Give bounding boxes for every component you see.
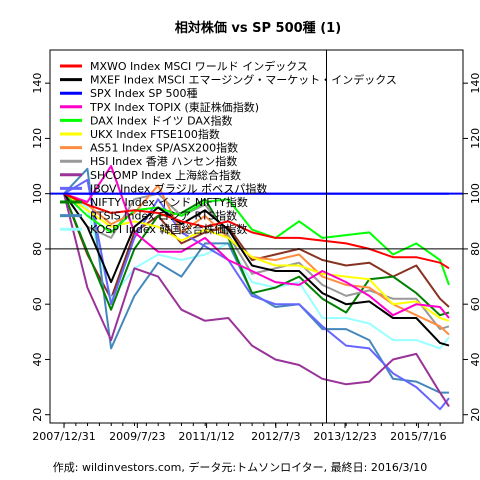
- series-line-12: [63, 192, 450, 350]
- series-line-0: [63, 192, 450, 270]
- series-line-13: [63, 193, 450, 308]
- legend-label-2: SPX Index SP 500種: [90, 86, 198, 100]
- x-tick-label-3: 2012/7/3: [251, 430, 300, 443]
- legend-label-12: KOSPI Index 韓国総合株価指数: [90, 222, 247, 236]
- series-line-8: [63, 193, 450, 407]
- x-tick-label-5: 2015/7/16: [390, 430, 446, 443]
- plot-area: [50, 50, 463, 423]
- y-left-tick-label-0: 20: [31, 408, 44, 422]
- legend-label-7: HSI Index 香港 ハンセン指数: [90, 154, 237, 168]
- x-axis: 2007/12/31 2009/7/23 2011/1/12 2012/7/3 2013…: [32, 423, 447, 443]
- footer-credit: 作成: wildinvestors.com, データ元:トムソンロイター, 最終…: [53, 460, 427, 474]
- y-left-tick-label-3: 80: [31, 242, 44, 256]
- y-left-tick-label-5: 120: [31, 128, 44, 149]
- legend-label-8: SHCOMP Index 上海総合指数: [90, 168, 241, 182]
- legend-label-4: DAX Index ドイツ DAX指数: [90, 113, 232, 127]
- y-left-tick-label-2: 60: [31, 297, 44, 311]
- y-right-tick-label-5: 120: [469, 128, 480, 149]
- y-right-tick-label-6: 140: [469, 73, 480, 94]
- y-axis-left: 20 40 60 80 100 120 140: [31, 73, 50, 422]
- legend-label-0: MXWO Index MSCI ワールド インデックス: [90, 59, 308, 73]
- series-line-7: [63, 192, 450, 331]
- y-left-tick-label-4: 100: [31, 183, 44, 204]
- plot-frame: [49, 49, 464, 424]
- y-right-tick-label-4: 100: [469, 183, 480, 204]
- x-tick-label-0: 2007/12/31: [32, 430, 95, 443]
- y-right-tick-label-0: 20: [469, 408, 480, 422]
- chart-title: 相対株価 vs SP 500種 (1): [175, 20, 341, 36]
- y-left-tick-label-6: 140: [31, 73, 44, 94]
- y-right-tick-label-2: 60: [469, 297, 480, 311]
- series-line-10: [63, 193, 450, 317]
- legend-label-5: UKX Index FTSE100指数: [90, 127, 220, 141]
- series-line-3: [63, 165, 450, 319]
- y-right-tick-label-3: 80: [469, 242, 480, 256]
- y-axis-right: 20 40 60 80 100 120 140: [463, 73, 480, 422]
- x-tick-label-2: 2011/1/12: [178, 430, 234, 443]
- legend-label-6: AS51 Index SP/ASX200指数: [90, 141, 238, 155]
- legend-label-9: IBOV Index ブラジル ボベスパ指数: [90, 181, 267, 195]
- x-tick-label-1: 2009/7/23: [109, 430, 165, 443]
- legend-label-3: TPX Index TOPIX (東証株価指数): [89, 100, 259, 114]
- legend-label-1: MXEF Index MSCI エマージング・マーケット・インデックス: [90, 73, 397, 87]
- legend-label-10: NIFTY Index インド NIFTY指数: [90, 195, 248, 209]
- y-left-tick-label-1: 40: [31, 352, 44, 366]
- legend-label-11: RTSIS Index ロシア RTS指数: [90, 209, 237, 223]
- x-tick-label-4: 2013/12/23: [313, 430, 376, 443]
- y-right-tick-label-1: 40: [469, 352, 480, 366]
- series-line-1: [63, 193, 450, 347]
- series-line-4: [63, 192, 450, 286]
